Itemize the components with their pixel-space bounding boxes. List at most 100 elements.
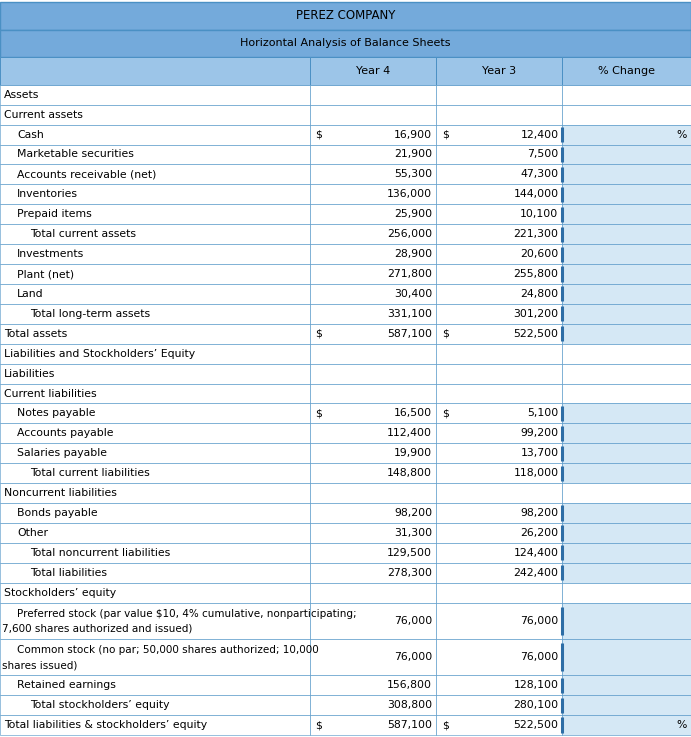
Bar: [436, 224, 562, 244]
Text: Cash: Cash: [17, 130, 44, 139]
Bar: [436, 304, 562, 324]
Text: 26,200: 26,200: [520, 528, 558, 538]
Bar: [436, 363, 562, 383]
Bar: [0, 543, 310, 563]
Bar: [310, 464, 436, 483]
Bar: [562, 224, 691, 244]
Bar: [436, 424, 562, 444]
Bar: [436, 483, 562, 503]
Bar: [436, 523, 562, 543]
Text: Liabilities and Stockholders’ Equity: Liabilities and Stockholders’ Equity: [4, 349, 195, 359]
Bar: [0, 523, 310, 543]
Bar: [0, 85, 310, 105]
Bar: [310, 403, 436, 424]
Bar: [0, 144, 310, 164]
Bar: [310, 603, 436, 639]
Text: 12,400: 12,400: [520, 130, 558, 139]
Bar: [310, 543, 436, 563]
Bar: [562, 695, 691, 715]
Bar: [436, 85, 562, 105]
Bar: [0, 105, 310, 125]
Bar: [436, 563, 562, 583]
Bar: [436, 204, 562, 224]
Text: Land: Land: [17, 289, 44, 299]
Text: 21,900: 21,900: [394, 150, 432, 159]
Text: Year 4: Year 4: [356, 66, 390, 76]
Bar: [436, 444, 562, 464]
Bar: [310, 563, 436, 583]
Text: Liabilities: Liabilities: [4, 368, 55, 379]
Bar: [0, 224, 310, 244]
Bar: [0, 583, 310, 603]
Bar: [436, 543, 562, 563]
Text: PEREZ COMPANY: PEREZ COMPANY: [296, 10, 395, 22]
Bar: [436, 403, 562, 424]
Text: Accounts payable: Accounts payable: [17, 428, 113, 439]
Bar: [562, 675, 691, 695]
Bar: [0, 563, 310, 583]
Bar: [562, 363, 691, 383]
Bar: [0, 715, 310, 735]
Bar: [310, 125, 436, 144]
Text: Current assets: Current assets: [4, 110, 83, 119]
Bar: [0, 324, 310, 343]
Text: 24,800: 24,800: [520, 289, 558, 299]
Bar: [310, 343, 436, 363]
Bar: [436, 244, 562, 264]
Text: 7,500: 7,500: [527, 150, 558, 159]
Text: Year 3: Year 3: [482, 66, 516, 76]
Bar: [562, 105, 691, 125]
Text: 256,000: 256,000: [387, 229, 432, 240]
Bar: [310, 424, 436, 444]
Bar: [0, 184, 310, 204]
Text: $: $: [316, 329, 323, 339]
Text: 76,000: 76,000: [394, 616, 432, 626]
Bar: [562, 563, 691, 583]
Bar: [436, 583, 562, 603]
Bar: [310, 244, 436, 264]
Text: Notes payable: Notes payable: [17, 408, 95, 419]
Bar: [310, 144, 436, 164]
Bar: [562, 424, 691, 444]
Text: 522,500: 522,500: [513, 720, 558, 730]
Text: 144,000: 144,000: [513, 189, 558, 199]
Text: 301,200: 301,200: [513, 309, 558, 319]
Bar: [0, 204, 310, 224]
Text: Inventories: Inventories: [17, 189, 78, 199]
Bar: [310, 184, 436, 204]
Bar: [0, 264, 310, 284]
Bar: [562, 304, 691, 324]
Text: 129,500: 129,500: [387, 548, 432, 558]
Bar: [310, 57, 436, 85]
Text: Retained earnings: Retained earnings: [17, 680, 116, 690]
Text: Investments: Investments: [17, 249, 84, 259]
Bar: [562, 464, 691, 483]
Text: Preferred stock (par value $10, 4% cumulative, nonparticipating;: Preferred stock (par value $10, 4% cumul…: [17, 609, 357, 618]
Bar: [0, 483, 310, 503]
Text: Total stockholders’ equity: Total stockholders’ equity: [30, 700, 169, 710]
Bar: [0, 424, 310, 444]
Bar: [0, 639, 310, 675]
Text: 148,800: 148,800: [387, 468, 432, 478]
Text: 112,400: 112,400: [387, 428, 432, 439]
Bar: [0, 675, 310, 695]
Text: 47,300: 47,300: [520, 170, 558, 179]
Bar: [0, 603, 310, 639]
Bar: [562, 715, 691, 735]
Text: 128,100: 128,100: [513, 680, 558, 690]
Bar: [436, 284, 562, 304]
Bar: [310, 675, 436, 695]
Text: Total current liabilities: Total current liabilities: [30, 468, 150, 478]
Text: $: $: [442, 329, 449, 339]
Bar: [310, 503, 436, 523]
Bar: [562, 264, 691, 284]
Text: $: $: [316, 408, 323, 419]
Bar: [562, 184, 691, 204]
Text: $: $: [442, 130, 449, 139]
Text: 587,100: 587,100: [387, 720, 432, 730]
Bar: [0, 125, 310, 144]
Bar: [562, 164, 691, 184]
Text: 19,900: 19,900: [394, 448, 432, 458]
Text: Total current assets: Total current assets: [30, 229, 136, 240]
Text: Total liabilities: Total liabilities: [30, 567, 107, 578]
